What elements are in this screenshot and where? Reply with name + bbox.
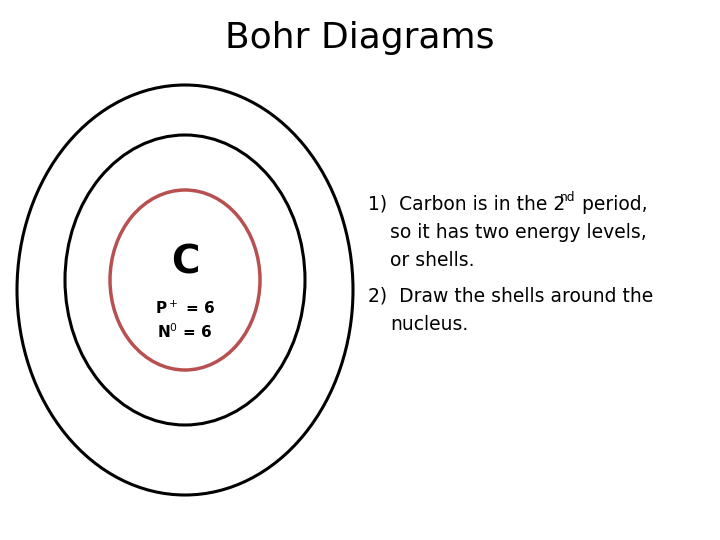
Text: Bohr Diagrams: Bohr Diagrams (225, 21, 495, 55)
Text: or shells.: or shells. (390, 251, 474, 270)
Text: P$^+$ = 6: P$^+$ = 6 (155, 299, 215, 316)
Text: 1)  Carbon is in the 2: 1) Carbon is in the 2 (368, 195, 565, 214)
Text: nucleus.: nucleus. (390, 315, 468, 334)
Text: period,: period, (576, 195, 647, 214)
Text: C: C (171, 243, 199, 281)
Text: nd: nd (560, 191, 575, 204)
Text: N$^0$ = 6: N$^0$ = 6 (157, 322, 212, 341)
Text: 2)  Draw the shells around the: 2) Draw the shells around the (368, 287, 653, 306)
Text: so it has two energy levels,: so it has two energy levels, (390, 223, 647, 242)
